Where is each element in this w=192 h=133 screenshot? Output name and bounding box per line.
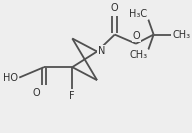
Text: N: N xyxy=(98,46,106,56)
Text: O: O xyxy=(111,3,118,13)
Text: O: O xyxy=(33,88,41,98)
Text: F: F xyxy=(70,91,75,101)
Text: CH₃: CH₃ xyxy=(172,30,190,40)
Text: HO: HO xyxy=(3,73,18,83)
Text: CH₃: CH₃ xyxy=(129,50,147,60)
Text: H₃C: H₃C xyxy=(129,9,147,19)
Text: O: O xyxy=(132,31,140,41)
